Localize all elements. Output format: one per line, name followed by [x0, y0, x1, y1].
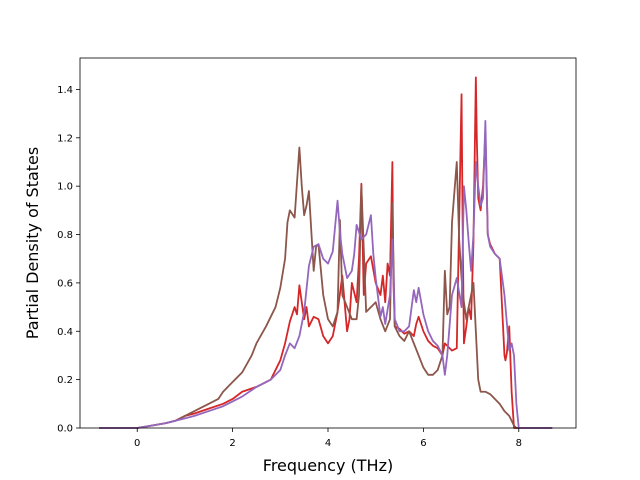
- y-tick-label: 0.4: [57, 327, 73, 338]
- y-tick-label: 0.8: [57, 230, 73, 241]
- y-tick-label: 0.2: [57, 375, 73, 386]
- series-line-3: [99, 119, 553, 429]
- y-axis-ticks: 0.0 0.2 0.4 0.6 0.8 1.0 1.2 1.4: [57, 85, 80, 435]
- y-tick-label: 0.6: [57, 278, 73, 289]
- y-axis-title: Partial Density of States: [23, 147, 42, 339]
- x-tick-label: 2: [229, 438, 235, 449]
- x-axis-ticks: 0 2 4 6 8: [134, 428, 522, 449]
- x-tick-label: 6: [420, 438, 426, 449]
- x-tick-label: 4: [325, 438, 331, 449]
- x-tick-label: 8: [516, 438, 522, 449]
- series-line-2: [99, 146, 553, 429]
- x-axis-title: Frequency (THz): [263, 456, 393, 475]
- y-tick-label: 1.4: [57, 85, 73, 96]
- series-layer: [99, 76, 553, 429]
- y-tick-label: 1.0: [57, 182, 73, 193]
- x-tick-label: 0: [134, 438, 140, 449]
- y-tick-label: 0.0: [57, 424, 73, 435]
- y-tick-label: 1.2: [57, 133, 73, 144]
